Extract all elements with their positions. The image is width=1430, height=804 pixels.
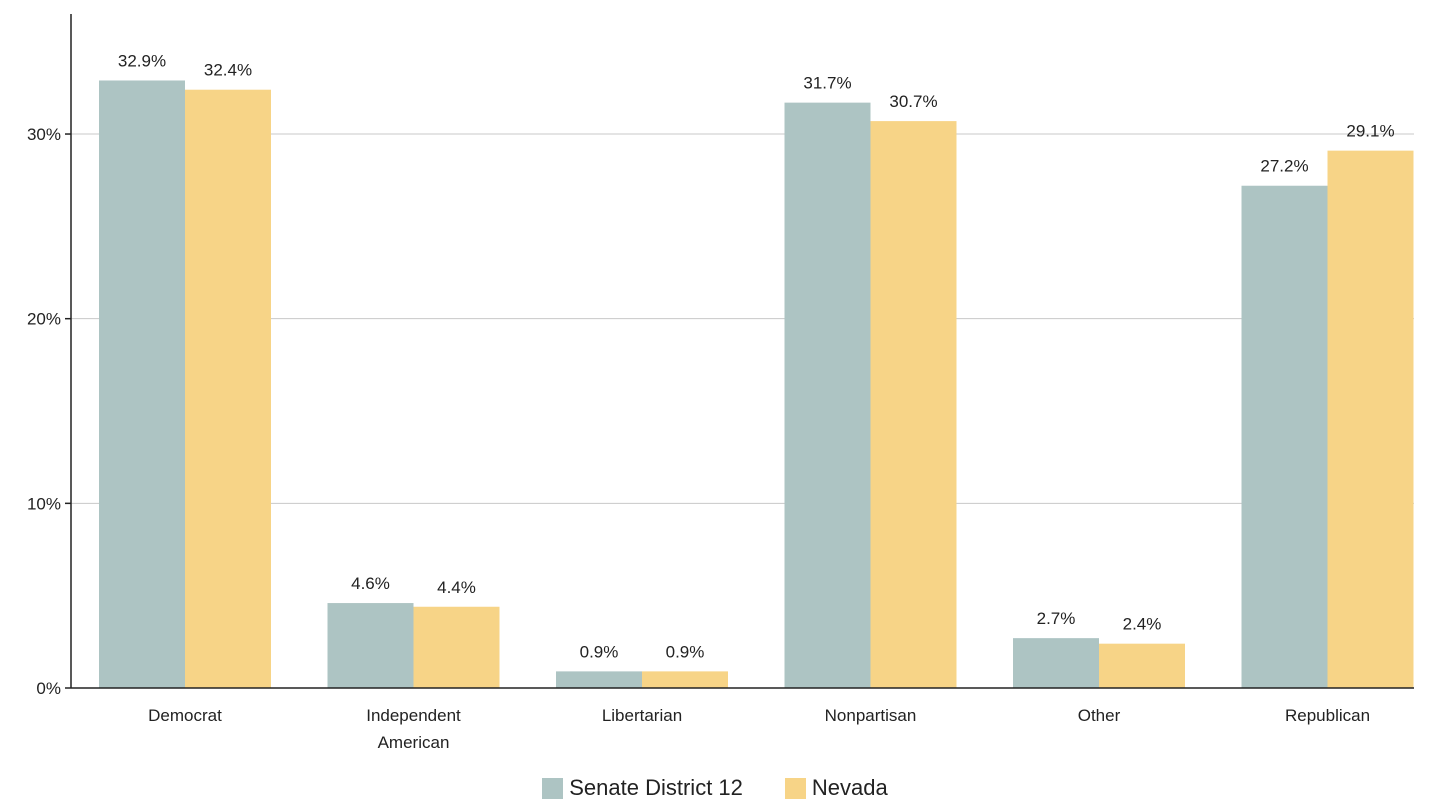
bar-nevada bbox=[870, 121, 957, 688]
x-category-label: Libertarian bbox=[602, 706, 682, 725]
legend-label-nevada: Nevada bbox=[811, 775, 888, 800]
bar-senate-district-12 bbox=[1013, 638, 1099, 688]
data-label: 4.6% bbox=[351, 574, 390, 593]
data-label: 32.9% bbox=[118, 51, 166, 70]
x-category-label: Other bbox=[1078, 706, 1121, 725]
y-tick-label: 10% bbox=[27, 494, 61, 513]
bar-senate-district-12 bbox=[556, 671, 642, 688]
data-label: 27.2% bbox=[1260, 157, 1308, 176]
data-label: 32.4% bbox=[204, 61, 252, 80]
x-category-label: Republican bbox=[1285, 706, 1370, 725]
legend-swatch-nevada bbox=[784, 777, 806, 799]
bar-nevada bbox=[413, 606, 500, 688]
y-tick-label: 30% bbox=[27, 125, 61, 144]
data-label: 30.7% bbox=[889, 92, 937, 111]
data-label: 0.9% bbox=[580, 642, 619, 661]
data-label: 29.1% bbox=[1346, 122, 1394, 141]
bar-nevada bbox=[185, 89, 271, 688]
data-label: 2.7% bbox=[1037, 609, 1076, 628]
bar-senate-district-12 bbox=[99, 80, 185, 689]
bar-nevada bbox=[1099, 643, 1185, 688]
data-label: 4.4% bbox=[437, 578, 476, 597]
data-label: 0.9% bbox=[666, 642, 705, 661]
legend: Senate District 12 Nevada bbox=[0, 775, 1430, 801]
legend-label-senate-district-12: Senate District 12 bbox=[569, 775, 743, 800]
bar-senate-district-12 bbox=[784, 102, 871, 688]
data-label: 31.7% bbox=[803, 74, 851, 93]
bar-nevada bbox=[642, 671, 728, 688]
y-tick-label: 20% bbox=[27, 310, 61, 329]
bar-nevada bbox=[1327, 150, 1414, 688]
bar-senate-district-12 bbox=[327, 603, 414, 688]
y-tick-label: 0% bbox=[36, 679, 61, 698]
x-category-label: Nonpartisan bbox=[825, 706, 917, 725]
legend-swatch-senate-district-12 bbox=[542, 777, 564, 799]
x-category-label: Independent bbox=[366, 706, 461, 725]
legend-item-senate-district-12: Senate District 12 bbox=[542, 775, 743, 801]
x-category-label: Democrat bbox=[148, 706, 222, 725]
legend-item-nevada: Nevada bbox=[784, 775, 888, 801]
data-label: 2.4% bbox=[1123, 615, 1162, 634]
bar-senate-district-12 bbox=[1241, 185, 1328, 688]
x-category-label: American bbox=[378, 733, 450, 752]
